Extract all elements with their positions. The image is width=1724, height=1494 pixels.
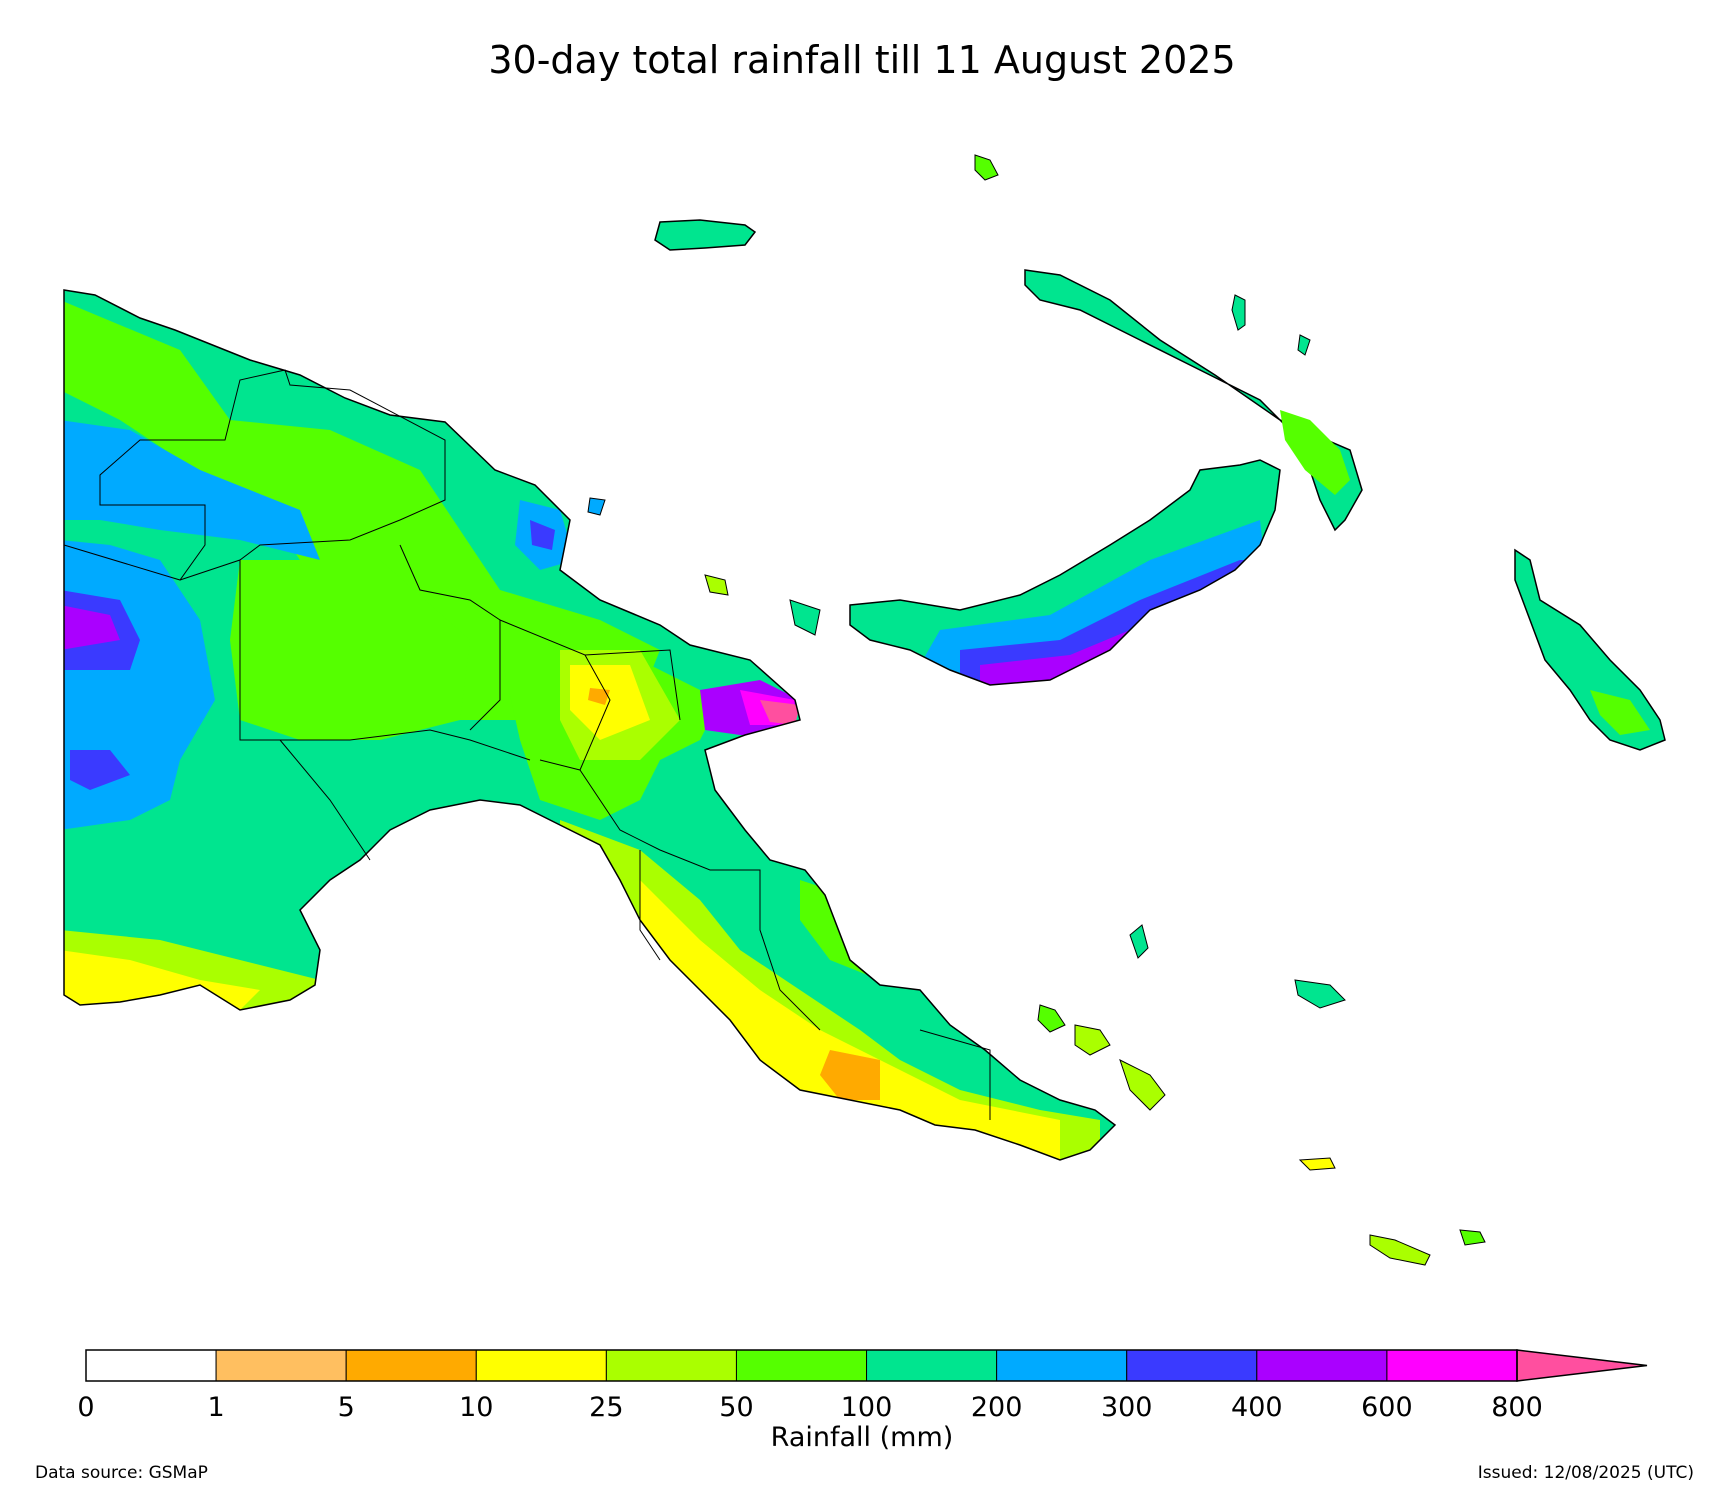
colorbar-tick-label: 300 xyxy=(1100,1392,1153,1423)
colorbar-tick-label: 1 xyxy=(207,1392,225,1423)
colorbar-tick-label: 600 xyxy=(1361,1392,1413,1423)
colorbar-segment xyxy=(996,1349,1128,1382)
colorbar-tick-label: 0 xyxy=(77,1392,95,1423)
colorbar-segment xyxy=(1256,1349,1388,1382)
colorbar-segment xyxy=(345,1349,477,1382)
colorbar-tick-label: 800 xyxy=(1491,1392,1543,1423)
colorbar-tick-label: 10 xyxy=(459,1392,494,1423)
colorbar-tick-label: 50 xyxy=(719,1392,754,1423)
colorbar-tick-label: 400 xyxy=(1231,1392,1283,1423)
colorbar-segment xyxy=(215,1349,347,1382)
colorbar-segment xyxy=(866,1349,998,1382)
data-source: Data source: GSMaP xyxy=(35,1463,208,1483)
colorbar-segment xyxy=(1386,1349,1518,1382)
colorbar-segment xyxy=(85,1349,217,1382)
colorbar-tick-label: 200 xyxy=(970,1392,1023,1423)
map-title: 30-day total rainfall till 11 August 202… xyxy=(488,38,1236,82)
colorbar-segment xyxy=(605,1349,737,1382)
colorbar-segment xyxy=(735,1349,868,1382)
colorbar-segment xyxy=(1126,1349,1258,1382)
colorbar-label: Rainfall (mm) xyxy=(770,1422,954,1453)
rainfall-map xyxy=(63,154,1666,1266)
colorbar-tick-label: 100 xyxy=(840,1392,893,1423)
colorbar-tick-label: 25 xyxy=(589,1392,624,1423)
colorbar-segment xyxy=(475,1349,607,1382)
issued-date: Issued: 12/08/2025 (UTC) xyxy=(1477,1463,1694,1483)
colorbar-tick-label: 5 xyxy=(337,1392,355,1423)
